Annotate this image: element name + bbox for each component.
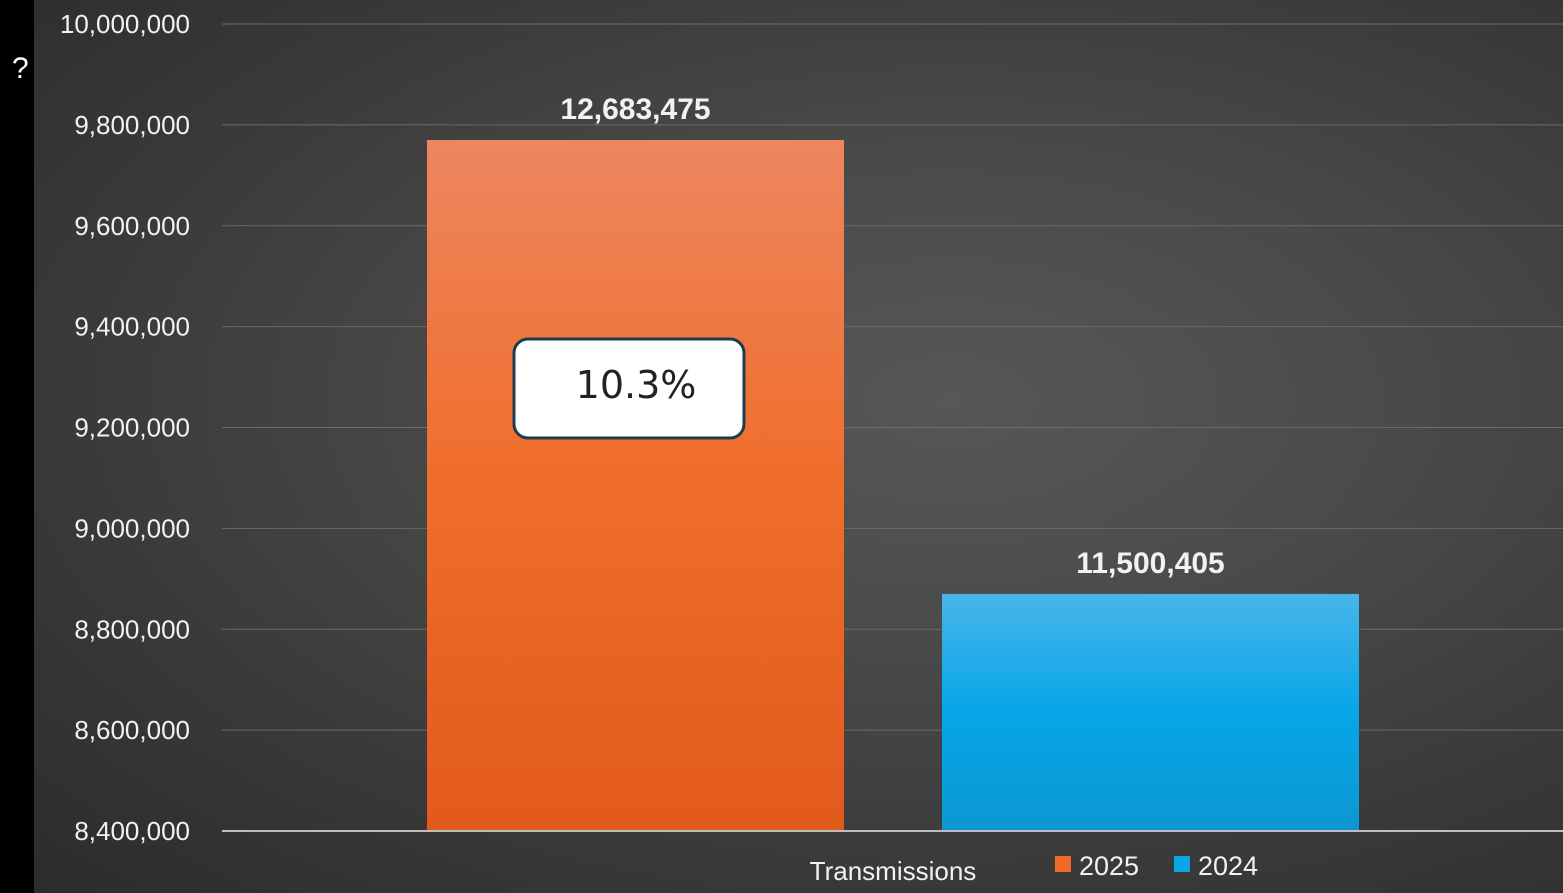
y-tick-label: 9,400,000 bbox=[74, 312, 190, 342]
callout-text: 10.3% bbox=[576, 363, 697, 407]
percent-callout: 10.3% bbox=[512, 337, 746, 440]
legend-swatch-2024 bbox=[1174, 856, 1190, 872]
y-tick-label: 8,800,000 bbox=[74, 614, 190, 644]
legend-swatch-2025 bbox=[1055, 856, 1071, 872]
legend-label-2025: 2025 bbox=[1079, 851, 1139, 881]
x-category-label: Transmissions bbox=[810, 856, 977, 886]
bar-2025 bbox=[427, 140, 844, 832]
legend: 2025 2024 bbox=[1055, 851, 1258, 881]
callout-box bbox=[512, 337, 746, 440]
y-tick-label: 9,600,000 bbox=[74, 211, 190, 241]
data-labels: 12,683,475 11,500,405 bbox=[560, 93, 1224, 580]
y-tick-label: 8,600,000 bbox=[74, 715, 190, 745]
y-tick-label: 8,400,000 bbox=[74, 816, 190, 846]
y-tick-label: 9,200,000 bbox=[74, 413, 190, 443]
legend-label-2024: 2024 bbox=[1198, 851, 1258, 881]
gridlines bbox=[222, 23, 1563, 731]
y-tick-label: 9,000,000 bbox=[74, 513, 190, 543]
question-mark: ? bbox=[12, 52, 29, 85]
bar-2024 bbox=[942, 593, 1359, 831]
y-axis-ticks: 10,000,000 9,800,000 9,600,000 9,400,000 9,2… bbox=[60, 9, 190, 846]
data-label-2025: 12,683,475 bbox=[560, 93, 710, 126]
left-margin: ? bbox=[0, 0, 34, 893]
y-tick-label: 10,000,000 bbox=[60, 9, 190, 39]
data-label-2024: 11,500,405 bbox=[1076, 547, 1225, 580]
y-tick-label: 9,800,000 bbox=[74, 110, 190, 140]
bars bbox=[427, 140, 1359, 832]
